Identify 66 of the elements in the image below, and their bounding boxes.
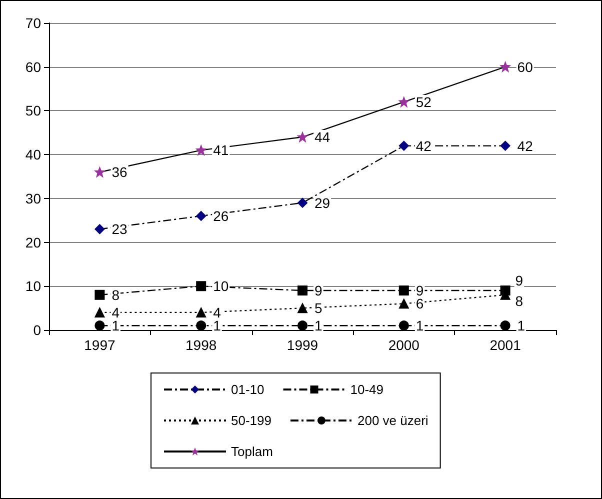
point: [398, 96, 409, 107]
point: [398, 320, 409, 331]
x-tick-label: 2001: [490, 337, 522, 353]
x-tick-label: 1999: [286, 337, 318, 353]
data-label: 52: [416, 94, 432, 110]
point: [398, 298, 409, 309]
data-label: 23: [112, 221, 128, 238]
data-label: 6: [416, 296, 424, 312]
data-label: 9: [515, 272, 524, 289]
point: [500, 320, 510, 331]
point: [94, 307, 105, 318]
point: [398, 286, 409, 296]
data-label: 60: [517, 58, 534, 75]
data-label: 36: [112, 164, 128, 180]
y-tick-label: 50: [25, 102, 42, 119]
data-label: 44: [314, 129, 330, 146]
data-label: 8: [515, 292, 524, 309]
legend-label: 10-49: [350, 382, 384, 397]
point: [94, 320, 105, 331]
point: [94, 290, 105, 300]
data-label: 1: [213, 318, 222, 334]
y-tick-label: 30: [25, 190, 42, 206]
x-tick-label: 1997: [84, 337, 116, 353]
point: [298, 198, 308, 208]
point: [196, 145, 206, 156]
y-tick-label: 40: [25, 146, 42, 163]
data-label: 4: [112, 304, 120, 320]
y-tick-label: 60: [25, 58, 42, 75]
y-tick-label: 20: [25, 234, 42, 250]
data-label: 10: [213, 278, 229, 294]
point: [398, 140, 409, 151]
point: [500, 62, 510, 72]
data-label: 29: [314, 194, 330, 211]
legend-label: Toplam: [231, 444, 273, 459]
data-label: 1: [314, 318, 322, 334]
legend-label: 50-199: [231, 413, 272, 428]
data-label: 9: [314, 282, 322, 299]
data-label: 42: [416, 138, 432, 154]
point: [196, 210, 206, 221]
data-label: 42: [517, 138, 534, 154]
data-label: 1: [112, 318, 120, 334]
y-tick-label: 70: [25, 15, 42, 31]
legend-label: 01-10: [231, 382, 264, 397]
data-label: 8: [112, 286, 120, 303]
data-label: 4: [213, 304, 222, 320]
x-tick-label: 1998: [186, 337, 217, 353]
point: [500, 140, 510, 151]
data-label: 26: [213, 208, 229, 224]
y-tick-label: 10: [25, 278, 42, 294]
legend-label: 200 ve üzeri: [357, 413, 428, 428]
data-label: 5: [314, 300, 322, 316]
point: [94, 224, 105, 234]
point: [298, 132, 308, 142]
point: [196, 307, 206, 318]
point: [298, 320, 308, 331]
y-tick-label: 0: [33, 322, 42, 338]
point: [298, 303, 308, 314]
point: [196, 320, 206, 331]
data-label: 41: [213, 142, 229, 158]
x-tick-label: 2000: [388, 337, 420, 353]
data-label: 1: [517, 318, 526, 334]
point: [94, 167, 105, 178]
point: [298, 286, 308, 296]
data-label: 1: [416, 318, 424, 334]
point: [196, 281, 206, 292]
data-label: 9: [416, 282, 424, 299]
